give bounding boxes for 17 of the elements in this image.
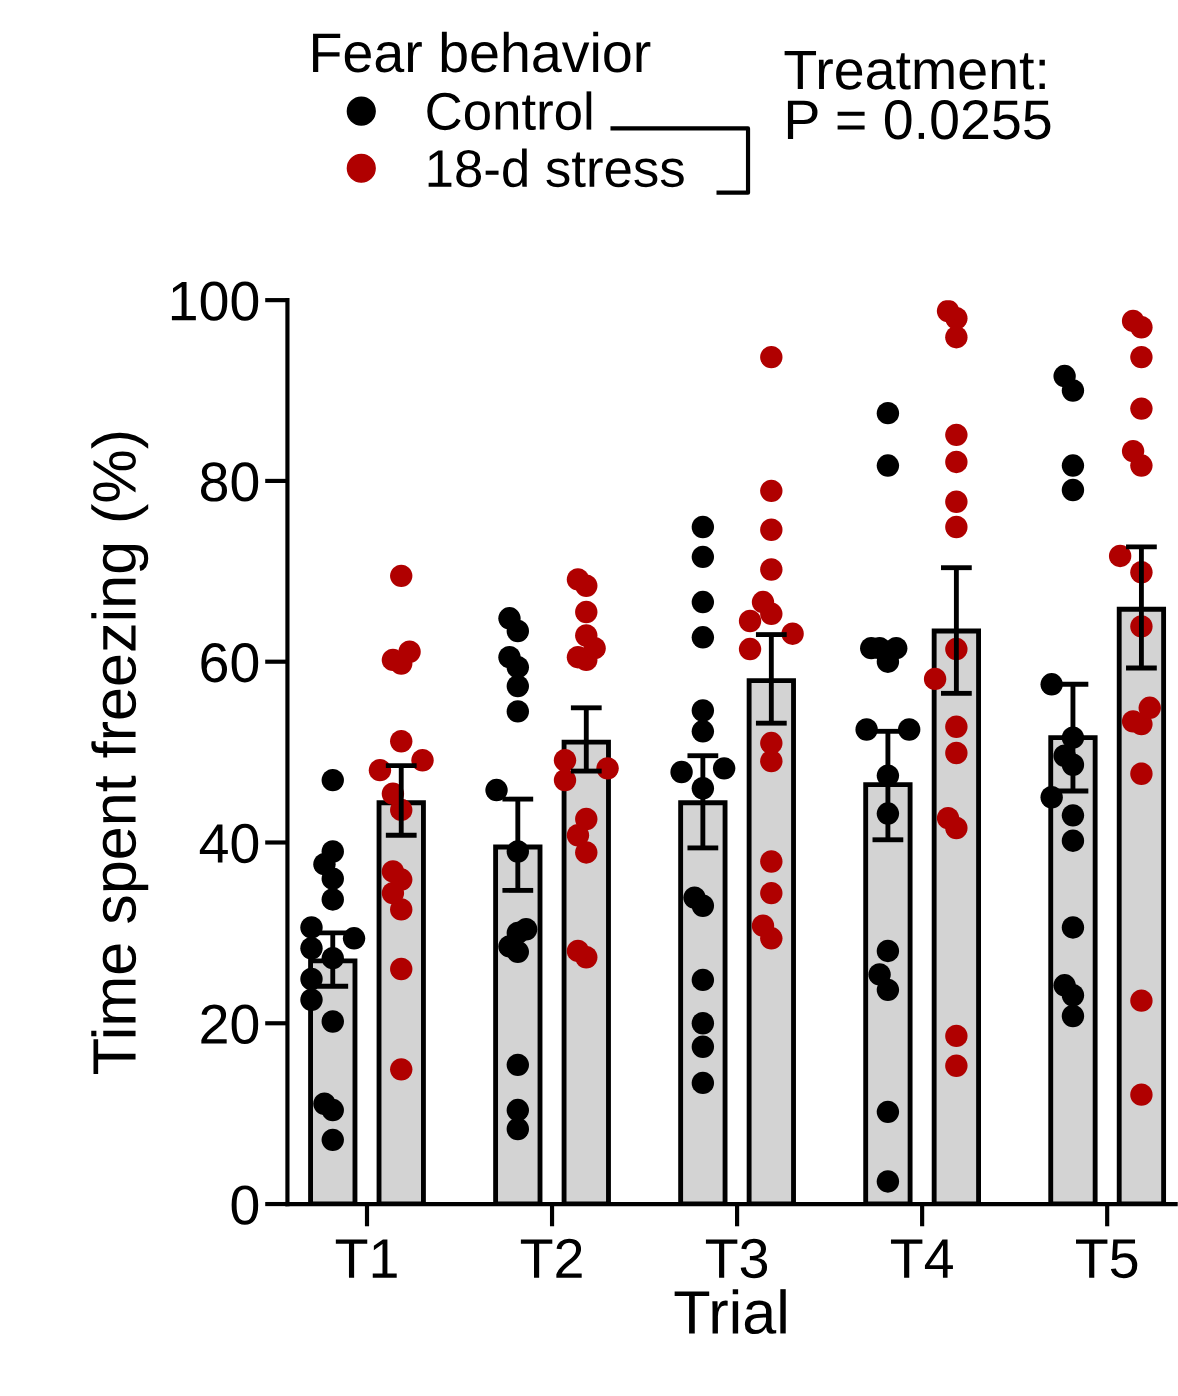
y-axis-title: Time spent freezing (%): [91, 432, 149, 1074]
y-tick-label: 100: [171, 281, 259, 321]
x-axis-title: Trial: [674, 1289, 786, 1335]
y-tick-label: 80: [200, 462, 259, 502]
legend-title: Fear behavior: [313, 31, 651, 73]
y-tick-label: 20: [201, 1004, 259, 1044]
x-tick-label: T2: [520, 1238, 582, 1278]
x-tick-label: T4: [890, 1239, 953, 1278]
legend-label: Control: [427, 91, 592, 131]
x-tick-label: T1: [335, 1239, 397, 1278]
y-tick-label: 60: [201, 643, 259, 683]
x-tick-label: T3: [705, 1238, 768, 1279]
text: Treatment: P = 0.0255: [784, 50, 1051, 140]
x-tick-label: T5: [1076, 1239, 1138, 1279]
legend-label: 18-d stress: [428, 148, 684, 188]
y-tick-label: 0: [231, 1185, 259, 1225]
y-tick-label: 40: [199, 823, 259, 864]
